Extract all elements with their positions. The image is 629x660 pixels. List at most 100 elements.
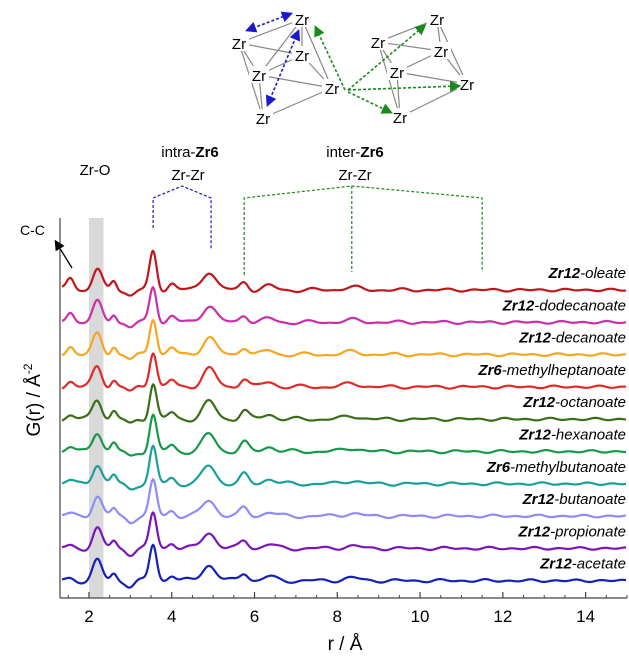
curve-label-suffix: -hexanoate xyxy=(551,427,626,444)
curve-label-suffix: -methylheptanoate xyxy=(502,362,626,379)
curve-label-suffix: -acetate xyxy=(572,556,626,573)
pdf-curves xyxy=(61,249,627,589)
curve-label-bold: Zr12 xyxy=(518,427,551,444)
intra-arrow-2 xyxy=(265,29,301,107)
inter-arrow-1 xyxy=(314,25,346,91)
inter-arrow-2 xyxy=(347,23,427,91)
curve-label-suffix: -propionate xyxy=(550,523,626,540)
y-axis-label-main: G(r) / Å xyxy=(24,374,45,437)
zr-atom-label: Zr xyxy=(393,110,407,127)
inter-bracket xyxy=(243,185,483,275)
zr-atom-bg xyxy=(229,34,249,51)
pdf-curve-7 xyxy=(61,444,627,491)
zr-bond xyxy=(399,83,468,118)
pdf-curve-8 xyxy=(61,478,627,525)
curve-label-bold: Zr12 xyxy=(502,297,535,314)
intra-label: intra-Zr6 xyxy=(161,144,219,161)
curve-label: Zr6-methylheptanoate xyxy=(477,362,626,379)
pdf-curve-3 xyxy=(61,319,627,360)
curve-label-suffix: -oleate xyxy=(580,265,626,282)
curve-label: Zr12-decanoate xyxy=(518,330,626,347)
zr-bond xyxy=(301,18,333,89)
curve-label: Zr12-dodecanoate xyxy=(502,297,626,314)
x-tick-label: 8 xyxy=(333,607,342,626)
y-axis-label-exp: -2 xyxy=(21,363,35,374)
zr-atom-label: Zr xyxy=(371,35,385,52)
x-tick-label: 6 xyxy=(250,607,259,626)
c-c-arrow xyxy=(54,239,73,269)
axes: 2 4 6 8 10 12 14 xyxy=(59,218,628,626)
curve-label-suffix: -dodecanoate xyxy=(534,297,626,314)
x-tick-label: 14 xyxy=(576,607,595,626)
zr-atom-label: Zr xyxy=(252,68,266,85)
zr-atom-label: Zr xyxy=(295,12,309,29)
inter-arrow-4 xyxy=(347,91,393,114)
zr-atom-bg xyxy=(368,33,388,50)
zr-atom-bg xyxy=(427,10,447,27)
curve-label-bold: Zr12 xyxy=(522,491,555,508)
zr-atom-bg xyxy=(253,109,273,126)
curve-label-bold: Zr6 xyxy=(477,362,502,379)
zr-atom-bg xyxy=(292,10,312,27)
x-tick-label: 2 xyxy=(84,607,93,626)
zr-atom-label: Zr xyxy=(390,65,404,82)
intra-pair-label: Zr-Zr xyxy=(171,167,204,184)
curve-labels: Zr12-oleateZr12-dodecanoateZr12-decanoat… xyxy=(477,265,626,573)
curve-label: Zr12-acetate xyxy=(539,556,626,573)
curve-label: Zr12-octanoate xyxy=(522,394,626,411)
curve-label: Zr12-propionate xyxy=(517,523,626,540)
curve-label-bold: Zr12 xyxy=(539,556,572,573)
curve-label-suffix: -decanoate xyxy=(551,330,626,347)
zr6-cluster-diagram: Zr Zr Zr Zr Zr Zr Zr Zr Zr Zr Zr Zr xyxy=(229,10,477,128)
curve-label-bold: Zr12 xyxy=(517,523,550,540)
curve-label-suffix: -octanoate xyxy=(555,394,626,411)
curve-label-suffix: -butanoate xyxy=(554,491,626,508)
x-axis-label: r / Å xyxy=(328,634,363,655)
curve-label: Zr12-butanoate xyxy=(522,491,626,508)
pdf-curve-9 xyxy=(61,511,627,558)
pdf-curve-5 xyxy=(61,383,627,424)
x-tick-label: 10 xyxy=(411,607,430,626)
curve-label-bold: Zr12 xyxy=(518,330,551,347)
zr-bond xyxy=(377,41,442,52)
inter-pair-label: Zr-Zr xyxy=(338,167,371,184)
x-tick-label: 12 xyxy=(493,607,512,626)
curve-label: Zr12-oleate xyxy=(547,265,626,282)
inter-arrow-3 xyxy=(347,80,462,92)
intra-arrow-1 xyxy=(245,11,293,33)
curve-label-suffix: -methylbutanoate xyxy=(510,459,626,476)
peak-brackets xyxy=(152,185,483,275)
inter-bold: Zr6 xyxy=(360,144,383,161)
zr-bond xyxy=(258,74,333,89)
zr-atom-bg xyxy=(249,66,269,83)
zr-atom-bg xyxy=(390,108,410,125)
curve-label-bold: Zr6 xyxy=(486,459,511,476)
intra-prefix: intra- xyxy=(161,144,195,161)
zr-atom-bg xyxy=(322,79,342,96)
zr-atom-label: Zr xyxy=(430,12,444,29)
intra-bold: Zr6 xyxy=(195,144,218,161)
zr-bond xyxy=(436,18,468,85)
pdf-curve-4 xyxy=(61,352,627,392)
pdf-curve-1 xyxy=(61,249,627,297)
pdf-curve-10 xyxy=(61,543,627,589)
curve-label-bold: Zr12 xyxy=(547,265,580,282)
x-tick-label: 4 xyxy=(167,607,176,626)
inter-prefix: inter- xyxy=(326,144,360,161)
c-c-label: C-C xyxy=(20,222,45,238)
zr-o-band xyxy=(88,218,104,598)
zr-bond xyxy=(396,71,468,85)
intra-bracket xyxy=(152,185,212,250)
zr-atom-bg xyxy=(431,42,451,59)
zr-atom-label: Zr xyxy=(460,77,474,94)
pdf-curve-2 xyxy=(61,286,627,329)
zr-atom-label: Zr xyxy=(232,36,246,53)
pdf-curve-6 xyxy=(61,413,627,457)
zr-atom-label: Zr xyxy=(434,44,448,61)
zr-atom-label: Zr xyxy=(325,81,339,98)
curve-label: Zr12-hexanoate xyxy=(518,427,626,444)
zr-o-label: Zr-O xyxy=(80,162,111,179)
curve-label: Zr6-methylbutanoate xyxy=(486,459,626,476)
curve-label-bold: Zr12 xyxy=(522,394,555,411)
